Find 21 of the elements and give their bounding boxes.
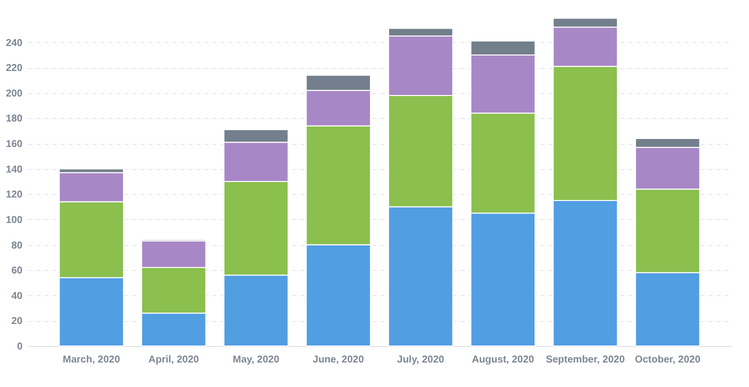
y-tick-label: 160 [6, 139, 23, 150]
x-tick-label: June, 2020 [312, 354, 364, 366]
y-tick-label: 200 [6, 88, 23, 100]
y-tick-label: 120 [6, 190, 23, 201]
y-tick-label: 240 [6, 38, 23, 49]
x-tick-label: August, 2020 [472, 354, 535, 366]
x-tick-label: July, 2020 [397, 354, 445, 366]
y-tick-label: 220 [6, 63, 23, 74]
y-tick-label: 0 [16, 342, 23, 352]
x-tick-label: March, 2020 [62, 354, 120, 366]
y-tick-label: 40 [11, 290, 23, 302]
x-tick-label: April, 2020 [148, 354, 200, 366]
y-tick-label: 20 [11, 316, 23, 328]
y-tick-label: 140 [6, 164, 23, 176]
x-tick-label: October, 2020 [634, 354, 701, 366]
x-tick-label: May, 2020 [232, 354, 280, 366]
y-tick-label: 180 [6, 114, 23, 125]
y-tick-label: 60 [11, 266, 23, 277]
y-tick-label: 80 [11, 240, 23, 252]
x-tick-label: September, 2020 [546, 354, 626, 366]
y-tick-label: 100 [6, 214, 23, 226]
